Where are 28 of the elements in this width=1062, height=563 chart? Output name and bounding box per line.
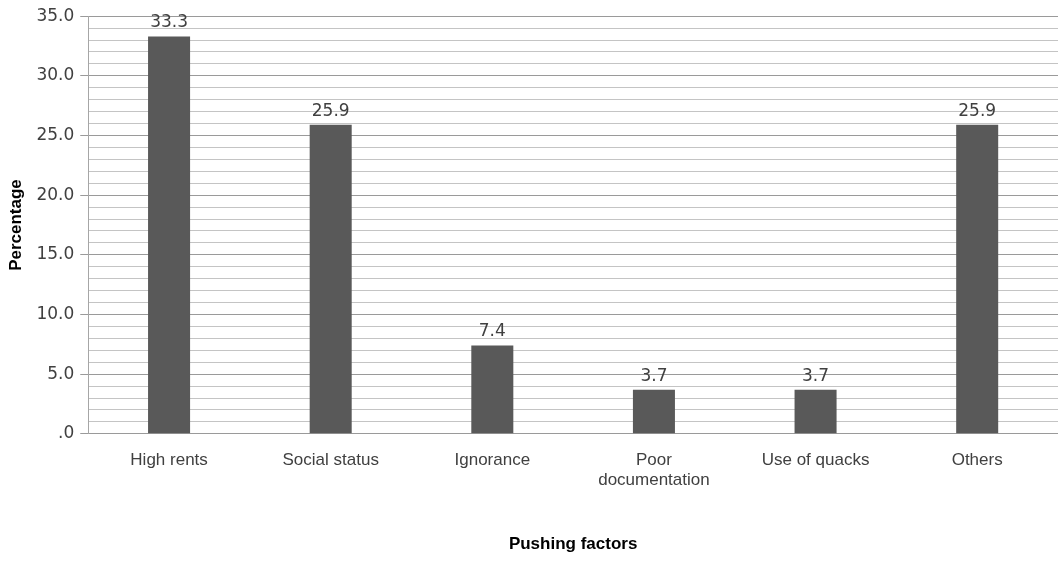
data-label: 3.7 <box>802 364 830 385</box>
data-label: 7.4 <box>478 320 506 341</box>
y-tick-label: 35.0 <box>36 4 75 25</box>
x-tick-label: Use of quacks <box>761 449 870 469</box>
bar <box>148 36 191 434</box>
x-tick-label: Ignorance <box>454 449 531 469</box>
y-axis-title: Percentage <box>5 179 25 271</box>
y-tick-label: 25.0 <box>36 123 75 144</box>
data-label: 3.7 <box>640 364 668 385</box>
x-tick-label: Social status <box>282 449 379 469</box>
y-tick-label: 20.0 <box>36 183 75 204</box>
data-label: 25.9 <box>958 99 997 120</box>
bar <box>956 124 999 434</box>
bar <box>471 345 514 434</box>
y-tick-label: .0 <box>58 422 75 443</box>
y-tick-label: 15.0 <box>36 243 75 264</box>
y-tick-label: 5.0 <box>47 362 75 383</box>
y-tick-label: 30.0 <box>36 64 75 85</box>
x-tick-label: Others <box>951 449 1003 469</box>
x-tick-label: Poor documentation <box>598 449 710 490</box>
x-axis-title: Pushing factors <box>508 534 638 554</box>
bar <box>309 124 352 434</box>
data-label: 25.9 <box>311 99 350 120</box>
data-label: 33.3 <box>150 11 188 32</box>
x-tick-label: High rents <box>130 449 208 469</box>
y-tick-label: 10.0 <box>36 302 75 323</box>
bar <box>632 389 675 434</box>
bar <box>794 389 837 434</box>
